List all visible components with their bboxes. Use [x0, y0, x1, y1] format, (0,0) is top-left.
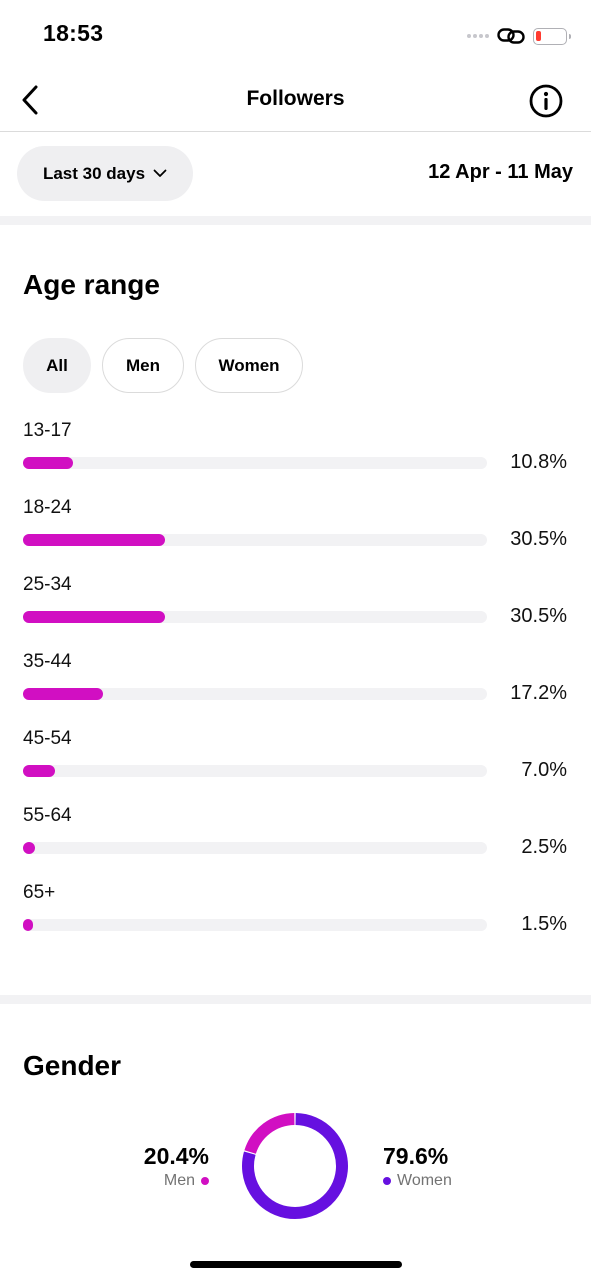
age-row-18-24: 18-24 30.5% — [0, 497, 591, 574]
status-time: 18:53 — [43, 20, 104, 46]
status-bar: 18:53 — [0, 0, 591, 70]
age-bar-fill — [23, 765, 56, 777]
age-row-45-54: 45-54 7.0% — [0, 728, 591, 805]
age-value: 7.0% — [521, 759, 567, 781]
age-bar-track — [23, 919, 487, 931]
age-bar-fill — [23, 534, 165, 546]
age-value: 30.5% — [510, 605, 567, 627]
age-bar-fill — [23, 611, 165, 623]
age-row-55-64: 55-64 2.5% — [0, 805, 591, 882]
age-label: 35-44 — [23, 651, 72, 672]
age-bar-track — [23, 457, 487, 469]
age-filter-tabs: All Men Women — [23, 338, 303, 393]
men-percent: 20.4% — [143, 1143, 209, 1169]
tab-all[interactable]: All — [23, 338, 91, 393]
status-icons — [467, 24, 571, 48]
signal-dots-icon — [467, 34, 489, 38]
age-value: 10.8% — [510, 451, 567, 473]
age-value: 2.5% — [521, 836, 567, 858]
women-percent: 79.6% — [383, 1143, 449, 1169]
gender-donut-chart — [242, 1113, 348, 1219]
date-range-dropdown-label: Last 30 days — [42, 163, 146, 183]
section-divider — [0, 995, 591, 1004]
filter-row: Last 30 days 12 Apr - 11 May — [0, 132, 591, 216]
age-bar-fill — [23, 842, 35, 854]
age-bar-track — [23, 688, 487, 700]
battery-low-icon — [533, 27, 571, 45]
women-legend-dot — [383, 1177, 391, 1185]
age-bar-track — [23, 765, 487, 777]
tab-men[interactable]: Men — [102, 338, 184, 393]
link-icon — [497, 28, 525, 44]
back-button[interactable] — [12, 80, 48, 120]
chevron-down-icon — [153, 169, 167, 177]
age-label: 65+ — [23, 882, 56, 903]
info-button[interactable] — [527, 82, 565, 120]
battery-level — [536, 30, 541, 41]
age-bar-fill — [23, 919, 33, 931]
men-legend-label: Men — [163, 1172, 195, 1189]
age-value: 30.5% — [510, 528, 567, 550]
age-label: 18-24 — [23, 497, 72, 518]
age-label: 25-34 — [23, 574, 72, 595]
age-row-65-plus: 65+ 1.5% — [0, 882, 591, 959]
age-label: 55-64 — [23, 805, 72, 826]
women-stat: 79.6% Women — [383, 1143, 452, 1190]
gender-title: Gender — [23, 1050, 122, 1081]
women-legend-label: Women — [397, 1172, 452, 1189]
age-bar-track — [23, 611, 487, 623]
nav-bar: Followers — [0, 70, 591, 132]
info-icon — [529, 84, 563, 118]
chevron-left-icon — [22, 85, 38, 115]
men-stat: 20.4% Men — [144, 1143, 209, 1190]
age-range-title: Age range — [23, 269, 160, 300]
age-bar-track — [23, 534, 487, 546]
age-value: 1.5% — [521, 913, 567, 935]
age-label: 13-17 — [23, 420, 72, 441]
age-row-35-44: 35-44 17.2% — [0, 651, 591, 728]
men-legend: Men — [144, 1172, 209, 1190]
men-legend-dot — [201, 1177, 209, 1185]
age-row-25-34: 25-34 30.5% — [0, 574, 591, 651]
age-label: 45-54 — [23, 728, 72, 749]
age-bar-track — [23, 842, 487, 854]
home-indicator[interactable] — [190, 1261, 402, 1268]
date-range-dropdown[interactable]: Last 30 days — [17, 146, 193, 201]
donut-segment-women — [242, 1113, 348, 1219]
gender-chart: 20.4% Men 79.6% Women — [0, 1100, 591, 1230]
age-bar-fill — [23, 688, 103, 700]
date-range-text: 12 Apr - 11 May — [428, 161, 573, 183]
tab-women[interactable]: Women — [195, 338, 303, 393]
donut-segment-men — [244, 1113, 295, 1155]
women-legend: Women — [383, 1172, 452, 1190]
page-title: Followers — [246, 87, 345, 110]
age-value: 17.2% — [510, 682, 567, 704]
section-divider — [0, 216, 591, 225]
age-row-13-17: 13-17 10.8% — [0, 420, 591, 497]
age-range-list: 13-17 10.8% 18-24 30.5% 25-34 30.5% 35-4… — [0, 420, 591, 959]
age-bar-fill — [23, 457, 74, 469]
